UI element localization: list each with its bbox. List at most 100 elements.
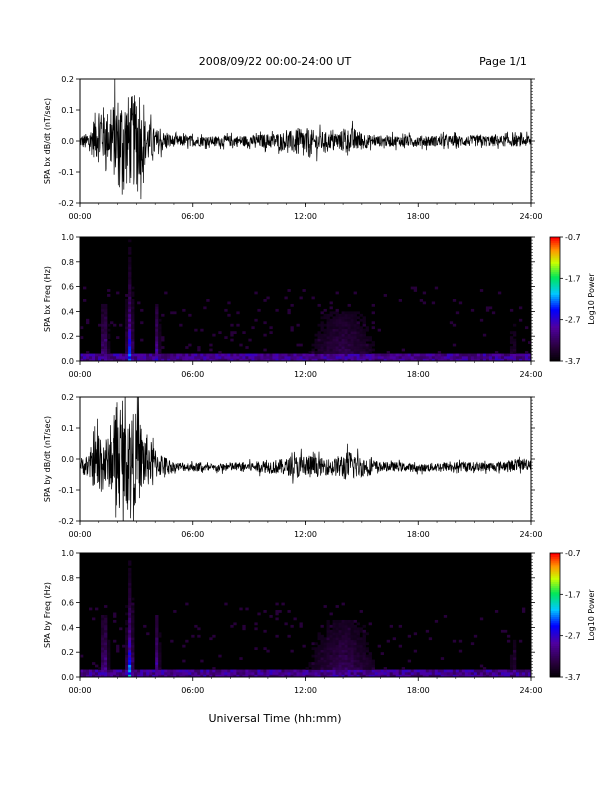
heatmap-cell xyxy=(125,654,129,658)
heatmap-cell xyxy=(365,657,369,660)
heatmap-cell xyxy=(131,597,135,601)
heatmap-cell xyxy=(431,356,436,359)
heatmap-cell xyxy=(407,358,412,362)
heatmap-cell xyxy=(101,326,105,330)
heatmap-cell xyxy=(353,627,357,631)
heatmap-cell xyxy=(392,353,396,357)
heatmap-cell xyxy=(518,358,523,362)
heatmap-cell xyxy=(500,353,505,357)
heatmap-cell xyxy=(200,356,204,359)
heatmap-cell xyxy=(350,642,354,646)
heatmap-cell xyxy=(86,321,90,325)
heatmap-cell xyxy=(125,659,129,663)
heatmap-cell xyxy=(80,356,84,359)
heatmap-cell xyxy=(395,358,400,362)
heatmap-cell xyxy=(356,343,360,347)
heatmap-cell xyxy=(305,669,309,673)
heatmap-cell xyxy=(353,644,357,648)
heatmap-cell xyxy=(131,602,135,606)
heatmap-cell xyxy=(116,358,120,362)
heatmap-cell xyxy=(230,331,234,335)
x-tick-label: 06:00 xyxy=(181,212,204,221)
heatmap-cell xyxy=(131,639,135,643)
heatmap-cell xyxy=(308,353,312,357)
heatmap-cell xyxy=(323,637,327,641)
heatmap-cell xyxy=(431,301,436,305)
colorbar-label: Log10 Power xyxy=(587,273,596,325)
x-tick-label: 00:00 xyxy=(68,212,91,221)
heatmap-cell xyxy=(524,326,529,330)
heatmap-cell xyxy=(107,672,111,675)
heatmap-cell xyxy=(350,667,354,670)
heatmap-cell xyxy=(356,328,360,332)
heatmap-cell xyxy=(419,669,424,673)
heatmap-cell xyxy=(470,642,475,646)
heatmap-cell xyxy=(371,358,375,362)
heatmap-cell xyxy=(467,353,472,357)
colorbar-step xyxy=(550,261,560,265)
heatmap-cell xyxy=(401,667,406,670)
heatmap-cell xyxy=(128,610,132,613)
heatmap-cell xyxy=(359,348,363,352)
heatmap-cell xyxy=(344,642,348,646)
heatmap-cell xyxy=(362,662,366,665)
heatmap-cell xyxy=(107,669,111,673)
heatmap-cell xyxy=(305,667,309,670)
heatmap-cell xyxy=(275,308,279,312)
heatmap-cell xyxy=(224,336,228,339)
heatmap-cell xyxy=(293,353,297,357)
heatmap-cell xyxy=(236,323,240,327)
heatmap-cell xyxy=(140,672,144,675)
heatmap-cell xyxy=(350,311,354,315)
heatmap-cell xyxy=(359,627,363,631)
heatmap-cell xyxy=(368,351,372,354)
heatmap-cell xyxy=(338,647,342,651)
heatmap-cell xyxy=(326,323,330,327)
heatmap-cell xyxy=(230,358,234,362)
heatmap-cell xyxy=(290,358,294,362)
heatmap-cell xyxy=(356,669,360,673)
heatmap-cell xyxy=(101,336,105,339)
y-tick-label: 0.2 xyxy=(61,648,74,657)
heatmap-cell xyxy=(416,353,421,357)
heatmap-cell xyxy=(92,356,96,359)
heatmap-cell xyxy=(359,669,363,673)
heatmap-cell xyxy=(326,634,330,638)
heatmap-cell xyxy=(227,358,231,362)
heatmap-cell xyxy=(362,333,366,337)
heatmap-cell xyxy=(365,343,369,347)
heatmap-cell xyxy=(110,672,114,675)
heatmap-cell xyxy=(128,266,132,270)
heatmap-cell xyxy=(191,672,195,675)
heatmap-cell xyxy=(101,617,105,621)
heatmap-cell xyxy=(347,622,351,626)
heatmap-cell xyxy=(104,328,108,332)
heatmap-cell xyxy=(104,669,108,673)
heatmap-cell xyxy=(380,353,384,357)
heatmap-cell xyxy=(278,353,282,357)
heatmap-cell xyxy=(167,672,171,675)
heatmap-cell xyxy=(233,353,237,357)
heatmap-cell xyxy=(350,672,354,675)
heatmap-cell xyxy=(125,627,129,631)
heatmap-cell xyxy=(329,301,333,305)
heatmap-cell xyxy=(383,674,387,678)
heatmap-cell xyxy=(167,353,171,357)
heatmap-cell xyxy=(173,610,177,613)
heatmap-cell xyxy=(353,674,357,678)
heatmap-cell xyxy=(101,331,105,335)
heatmap-cell xyxy=(335,642,339,646)
heatmap-cell xyxy=(110,353,114,357)
colorbar-step xyxy=(550,559,560,562)
heatmap-cell xyxy=(344,346,348,349)
heatmap-cell xyxy=(473,356,478,359)
heatmap-cell xyxy=(236,356,240,359)
heatmap-cell xyxy=(368,353,372,357)
heatmap-cell xyxy=(362,632,366,636)
heatmap-cell xyxy=(107,667,111,670)
heatmap-cell xyxy=(362,351,366,354)
heatmap-cell xyxy=(170,639,174,643)
heatmap-cell xyxy=(323,657,327,660)
heatmap-cell xyxy=(245,346,249,349)
heatmap-cell xyxy=(107,652,111,655)
